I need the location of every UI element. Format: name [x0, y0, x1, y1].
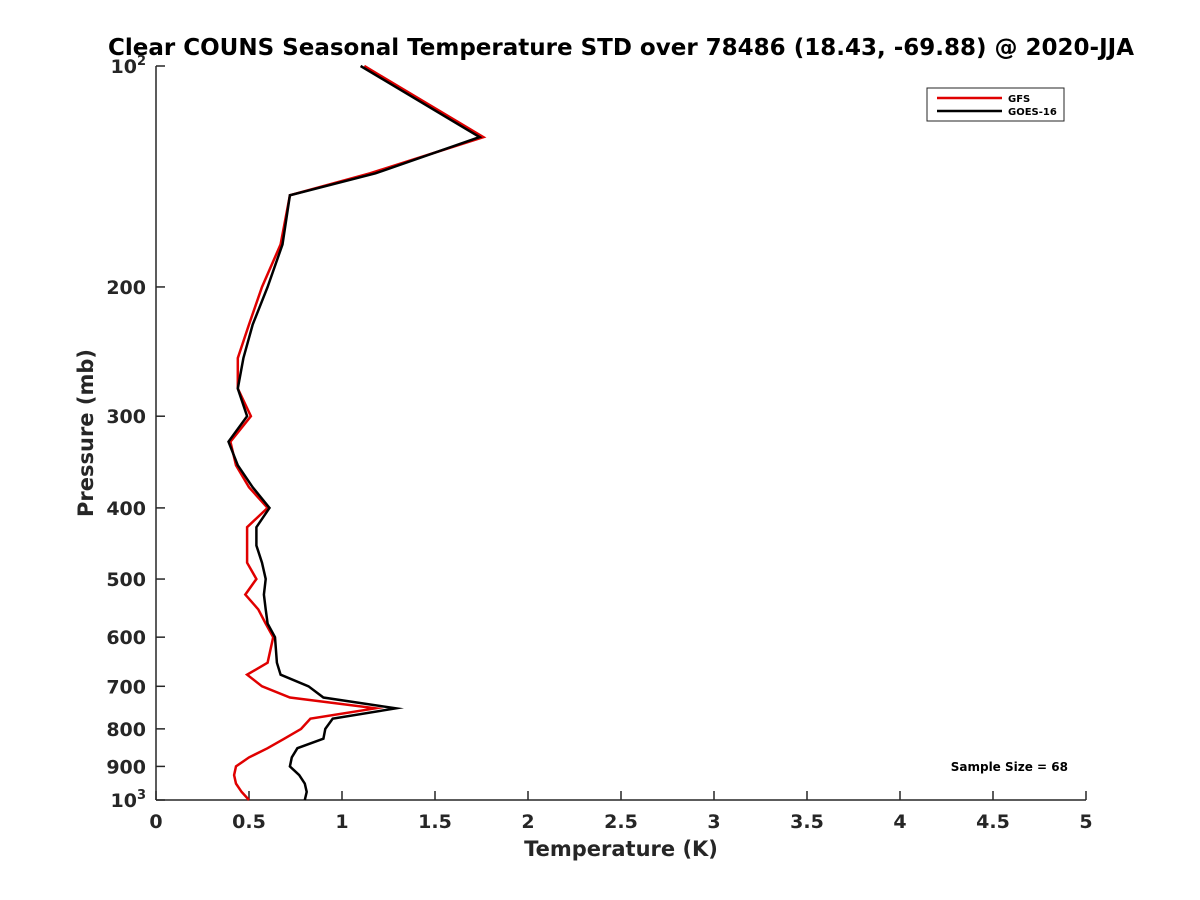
x-tick-label: 1.5 — [418, 811, 452, 833]
y-tick-label: 700 — [106, 676, 146, 698]
x-tick-label: 4.5 — [976, 811, 1010, 833]
legend-label-goes16: GOES-16 — [1008, 107, 1057, 118]
y-tick-label: 900 — [106, 756, 146, 778]
plot-area — [155, 66, 1086, 801]
series-line-goes16 — [227, 64, 483, 801]
y-tick-label: 400 — [106, 498, 146, 520]
y-tick-exponent: 3 — [137, 788, 146, 803]
sample-size-annotation: Sample Size = 68 — [951, 760, 1068, 774]
y-tick-exponent: 2 — [137, 54, 146, 69]
y-tick-label: 800 — [106, 719, 146, 741]
chart-title: Clear COUNS Seasonal Temperature STD ove… — [108, 35, 1134, 61]
y-tick-label: 102 — [111, 54, 147, 78]
y-axis-label: Pressure (mb) — [74, 349, 98, 517]
y-tick-label: 600 — [106, 627, 146, 649]
y-tick-label: 300 — [106, 406, 146, 428]
y-tick-label: 500 — [106, 569, 146, 591]
x-tick-label: 0 — [149, 811, 162, 833]
series-layer — [227, 64, 487, 801]
x-tick-label: 2 — [521, 811, 534, 833]
x-tick-label: 1 — [335, 811, 348, 833]
legend-label-gfs: GFS — [1008, 94, 1030, 105]
legend: GFS GOES-16 — [926, 87, 1065, 122]
legend-box — [926, 87, 1065, 122]
x-axis-ticks: 0 0.5 1 1.5 2 2.5 3 3.5 4 4.5 5 — [149, 791, 1093, 833]
series-line-gfs — [229, 64, 487, 801]
y-tick-base: 10 — [111, 56, 137, 78]
x-tick-label: 0.5 — [232, 811, 266, 833]
x-tick-label: 4 — [893, 811, 906, 833]
y-tick-label: 103 — [111, 788, 147, 812]
x-axis-label: Temperature (K) — [524, 837, 718, 861]
x-tick-label: 3.5 — [790, 811, 824, 833]
x-tick-label: 3 — [707, 811, 720, 833]
x-tick-label: 5 — [1079, 811, 1092, 833]
y-tick-label: 200 — [106, 277, 146, 299]
y-tick-base: 10 — [111, 790, 137, 812]
x-tick-label: 2.5 — [604, 811, 638, 833]
